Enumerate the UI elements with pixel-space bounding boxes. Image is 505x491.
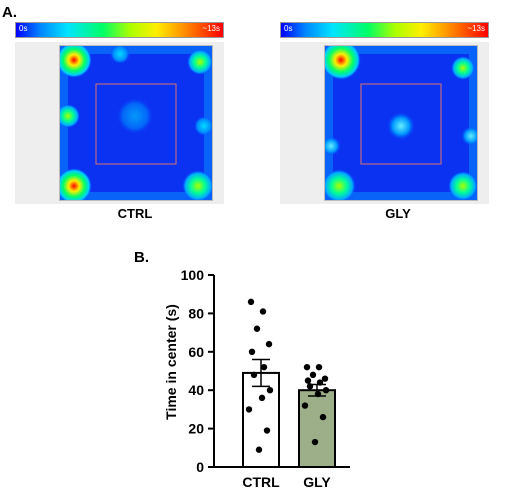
x-tick-label-ctrl: CTRL xyxy=(242,474,280,490)
data-point xyxy=(250,371,258,379)
data-point xyxy=(245,406,253,413)
open-field-arena-ctrl xyxy=(59,45,213,201)
y-axis: 0 20 40 60 80 100 xyxy=(181,267,350,475)
data-point xyxy=(304,377,312,384)
x-axis-labels: CTRL GLY xyxy=(242,474,331,490)
error-bars xyxy=(252,358,326,397)
y-tick-label: 100 xyxy=(181,267,205,283)
data-point xyxy=(247,298,255,306)
colorbar-min-label: 0s xyxy=(19,24,28,33)
data-points xyxy=(245,298,330,453)
data-point xyxy=(321,375,329,382)
x-tick-label-gly: GLY xyxy=(303,474,331,490)
condition-label-gly: GLY xyxy=(385,206,411,221)
y-tick-label: 20 xyxy=(188,421,204,437)
heatmap-image-gly xyxy=(325,46,477,200)
heatmap-ctrl: 0s ~13s xyxy=(15,22,224,204)
y-tick-label: 40 xyxy=(188,382,204,398)
data-point xyxy=(311,438,319,446)
arena-background xyxy=(280,42,489,204)
colorbar-min-label: 0s xyxy=(284,24,293,33)
y-tick-label: 80 xyxy=(188,305,204,321)
y-tick-label: 0 xyxy=(196,459,204,475)
data-point xyxy=(315,363,323,371)
data-point xyxy=(258,394,266,402)
data-point xyxy=(303,363,311,371)
data-point xyxy=(309,371,317,379)
data-point xyxy=(260,363,268,371)
data-point xyxy=(319,413,327,421)
colorbar-ctrl: 0s ~13s xyxy=(15,22,224,38)
colorbar-gly: 0s ~13s xyxy=(280,22,489,38)
open-field-arena-gly xyxy=(324,45,478,201)
data-point xyxy=(253,325,261,332)
data-point xyxy=(322,387,330,394)
data-point xyxy=(266,387,274,394)
panel-a-label: A. xyxy=(2,4,17,21)
colorbar-max-label: ~13s xyxy=(202,24,220,33)
y-tick-label: 60 xyxy=(188,344,204,360)
heatmap-image-ctrl xyxy=(60,46,212,200)
bar-chart: Time in center (s) 0 20 40 60 80 100 CTRL GLY xyxy=(163,267,350,490)
data-point xyxy=(265,340,273,348)
arena-background xyxy=(15,42,224,204)
data-point xyxy=(248,348,256,355)
bar-gly xyxy=(298,389,336,468)
data-point xyxy=(263,427,271,434)
data-point xyxy=(255,446,263,453)
heatmap-gly: 0s ~13s xyxy=(280,22,489,204)
condition-label-ctrl: CTRL xyxy=(117,206,153,221)
data-point xyxy=(259,308,267,315)
colorbar-max-label: ~13s xyxy=(467,24,485,33)
panel-b-label: B. xyxy=(134,249,149,266)
y-axis-label: Time in center (s) xyxy=(163,304,179,420)
data-point xyxy=(301,402,309,409)
